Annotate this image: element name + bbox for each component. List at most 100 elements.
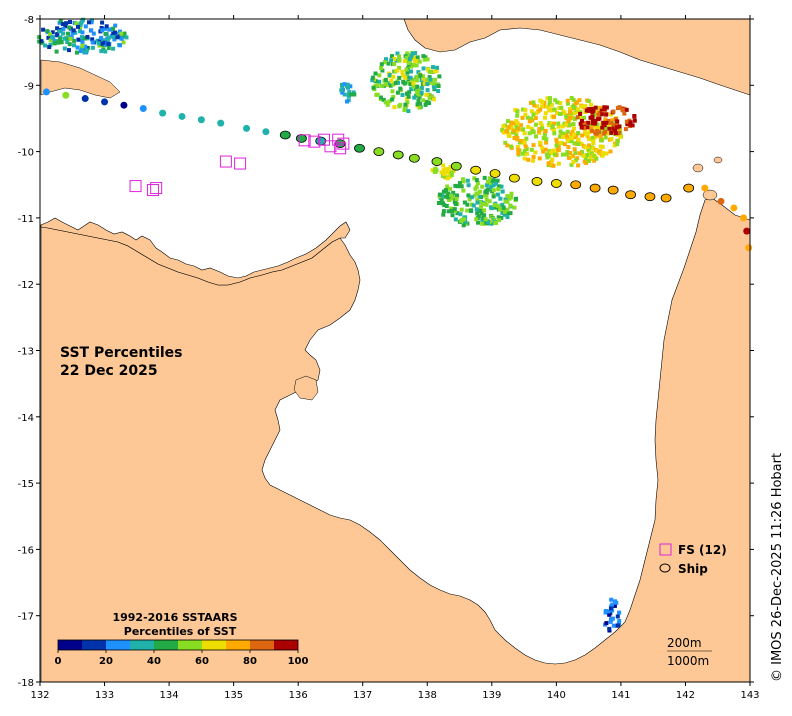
sst-pixel bbox=[497, 218, 502, 223]
x-tick-label: 133 bbox=[95, 690, 114, 701]
sst-pixel bbox=[469, 208, 473, 213]
sst-pixel bbox=[471, 203, 476, 208]
ship-track-point bbox=[62, 91, 70, 99]
sst-pixel bbox=[531, 155, 536, 159]
sst-pixel bbox=[444, 204, 449, 208]
sst-pixel bbox=[81, 17, 86, 22]
sst-pixel bbox=[534, 111, 539, 116]
sst-pixel bbox=[409, 64, 414, 69]
sst-pixel bbox=[418, 102, 422, 106]
sst-pixel bbox=[496, 184, 501, 189]
x-tick-label: 134 bbox=[160, 690, 179, 701]
sst-pixel bbox=[67, 25, 72, 30]
colorbar-segment bbox=[202, 640, 226, 650]
sst-pixel bbox=[421, 66, 426, 71]
sst-pixel bbox=[535, 104, 540, 109]
sst-pixel bbox=[618, 134, 623, 139]
map-title-line1: SST Percentiles bbox=[60, 345, 183, 361]
sst-pixel bbox=[425, 57, 430, 62]
sst-pixel bbox=[543, 147, 548, 152]
sst-pixel bbox=[446, 191, 450, 196]
sst-pixel bbox=[82, 50, 87, 55]
sst-pixel bbox=[550, 157, 555, 162]
sst-pixel bbox=[450, 208, 454, 213]
sst-pixel bbox=[567, 107, 572, 111]
sst-pixel bbox=[590, 121, 595, 126]
sst-pixel bbox=[410, 51, 415, 56]
sst-pixel bbox=[412, 95, 417, 100]
sst-pixel bbox=[390, 97, 395, 102]
sst-pixel bbox=[522, 138, 527, 143]
sst-pixel bbox=[379, 62, 384, 67]
sst-pixel bbox=[100, 20, 105, 25]
sst-pixel bbox=[573, 135, 578, 140]
sst-pixel bbox=[537, 127, 542, 131]
sst-pixel bbox=[436, 84, 441, 88]
sst-pixel bbox=[604, 125, 609, 130]
sst-pixel bbox=[453, 217, 458, 222]
ship-track-point bbox=[550, 179, 562, 188]
sst-pixel bbox=[543, 128, 548, 133]
sst-pixel bbox=[547, 108, 552, 112]
sst-pixel bbox=[585, 152, 590, 157]
colorbar-segment bbox=[250, 640, 274, 650]
ship-track-point bbox=[683, 183, 695, 193]
sst-pixel bbox=[453, 183, 458, 188]
fs-point bbox=[234, 157, 247, 170]
sst-pixel bbox=[432, 85, 437, 90]
sst-pixel bbox=[570, 129, 575, 134]
sst-pixel bbox=[560, 152, 565, 157]
sst-pixel bbox=[550, 124, 555, 129]
sst-pixel bbox=[604, 151, 609, 156]
ship-track-point bbox=[408, 153, 420, 163]
sst-pixel bbox=[618, 128, 622, 133]
sst-pixel bbox=[498, 207, 503, 212]
sst-pixel bbox=[392, 105, 397, 110]
sst-pixel bbox=[404, 55, 409, 60]
x-tick-label: 137 bbox=[353, 690, 372, 701]
ship-track-point bbox=[81, 95, 89, 103]
sst-pixel bbox=[480, 218, 485, 223]
sst-pixel bbox=[448, 186, 453, 191]
sst-pixel bbox=[405, 70, 410, 75]
sst-pixel bbox=[603, 609, 608, 613]
sst-pixel bbox=[623, 127, 628, 132]
sst-pixel bbox=[425, 82, 430, 87]
sst-pixel bbox=[527, 119, 532, 124]
torres-island bbox=[702, 189, 718, 201]
sst-pixel bbox=[591, 139, 596, 144]
sst-pixel bbox=[581, 153, 586, 158]
sst-pixel bbox=[589, 102, 594, 107]
sst-pixel bbox=[474, 178, 479, 183]
sst-pixel bbox=[62, 36, 67, 41]
y-tick-label: -15 bbox=[18, 479, 34, 490]
sst-pixel bbox=[607, 626, 612, 631]
sst-pixel bbox=[449, 193, 454, 198]
sst-pixel bbox=[465, 202, 470, 207]
y-tick-label: -18 bbox=[18, 678, 34, 689]
sst-pixel bbox=[502, 130, 506, 135]
sst-pixel bbox=[90, 37, 95, 42]
colorbar-segment bbox=[106, 640, 130, 650]
sst-pixel bbox=[477, 194, 482, 199]
sst-pixel bbox=[592, 158, 597, 163]
sst-pixel bbox=[585, 125, 590, 130]
sst-pixel bbox=[413, 87, 418, 92]
sst-pixel bbox=[342, 92, 347, 97]
sst-pixel bbox=[515, 109, 520, 114]
sst-pixel bbox=[406, 94, 411, 99]
fs-point bbox=[129, 180, 142, 193]
sst-pixel bbox=[396, 80, 400, 85]
sst-pixel bbox=[41, 27, 46, 32]
sst-pixel bbox=[371, 85, 376, 90]
sst-pixel bbox=[457, 181, 462, 186]
sst-pixel bbox=[603, 135, 608, 140]
ship-track-point bbox=[159, 109, 167, 117]
colorbar-segment bbox=[274, 640, 298, 650]
sst-pixel bbox=[382, 60, 387, 65]
sst-pixel bbox=[611, 623, 616, 628]
sst-pixel bbox=[594, 156, 599, 161]
fs-point bbox=[308, 135, 321, 148]
sst-pixel bbox=[571, 122, 576, 127]
ship-track-point bbox=[42, 88, 50, 96]
